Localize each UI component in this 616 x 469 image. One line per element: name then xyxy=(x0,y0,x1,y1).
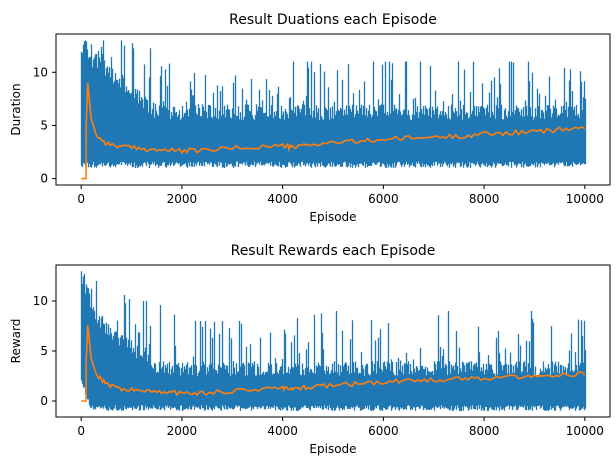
plot-clip-group xyxy=(80,271,587,411)
y-tick-label: 10 xyxy=(33,65,48,79)
raw-series-layer xyxy=(80,40,587,168)
raw-series-layer xyxy=(80,271,587,411)
x-tick-label: 10000 xyxy=(566,192,604,206)
average-series-line xyxy=(81,324,586,402)
plot-clip-group xyxy=(80,40,587,180)
x-tick-label: 2000 xyxy=(167,424,198,438)
average-series-line xyxy=(81,82,586,180)
y-axis-label: Duration xyxy=(9,83,23,135)
x-tick-label: 8000 xyxy=(469,192,500,206)
raw-series-line xyxy=(80,271,587,411)
x-tick-label: 6000 xyxy=(368,192,399,206)
x-axis-ticks: 0 2000 4000 6000 8000 10000 xyxy=(77,417,604,438)
y-tick-label: 0 xyxy=(40,172,48,186)
x-tick-label: 8000 xyxy=(469,424,500,438)
average-series-layer xyxy=(81,324,586,402)
chart-title: Result Rewards each Episode xyxy=(231,243,436,259)
x-axis-label: Episode xyxy=(309,442,356,456)
x-tick-label: 0 xyxy=(77,424,85,438)
axes-frame xyxy=(55,33,611,186)
average-series-layer xyxy=(81,82,586,180)
x-axis-ticks: 0 2000 4000 6000 8000 10000 xyxy=(77,185,604,206)
raw-series-line xyxy=(80,40,587,168)
y-axis-ticks: 0 5 10 xyxy=(33,294,56,408)
x-tick-label: 2000 xyxy=(167,192,198,206)
x-axis-label: Episode xyxy=(309,210,356,224)
y-tick-label: 0 xyxy=(40,394,48,408)
axes-frame xyxy=(55,264,611,418)
x-tick-label: 4000 xyxy=(267,192,298,206)
x-tick-label: 6000 xyxy=(368,424,399,438)
y-tick-label: 5 xyxy=(40,344,48,358)
x-tick-label: 0 xyxy=(77,192,85,206)
y-axis-label: Reward xyxy=(9,319,23,364)
x-tick-label: 4000 xyxy=(267,424,298,438)
chart-durations: Result Duations each Episode 0 2000 4000 60… xyxy=(9,12,611,224)
chart-title: Result Duations each Episode xyxy=(229,12,437,28)
x-tick-label: 10000 xyxy=(566,424,604,438)
chart-rewards: Result Rewards each Episode 0 2000 4000 600… xyxy=(9,243,611,456)
y-tick-label: 10 xyxy=(33,294,48,308)
y-tick-label: 5 xyxy=(40,118,48,132)
y-axis-ticks: 0 5 10 xyxy=(33,65,56,186)
